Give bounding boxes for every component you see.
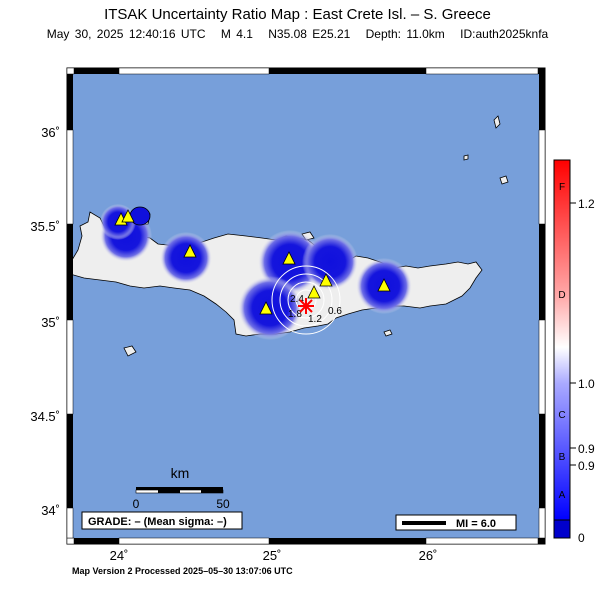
event-id: ID:auth2025knfa — [460, 27, 549, 41]
colorbar-value: 0.9 — [578, 442, 595, 456]
epicenter-star — [298, 298, 314, 314]
colorbar-value: 0.9 — [578, 459, 595, 473]
mi-line — [402, 521, 446, 525]
contour-label: 0.6 — [328, 306, 342, 317]
colorbar-letter: D — [558, 290, 565, 301]
contour-label: 1.8 — [288, 309, 302, 320]
event-coordinates: N35.08 E25.21 — [268, 27, 351, 41]
colorbar-letter: B — [559, 452, 566, 463]
gavdos-island — [123, 345, 137, 357]
mi-text: MI = 6.0 — [456, 518, 496, 530]
chrysi-island — [383, 329, 393, 337]
contour-rings — [271, 265, 341, 335]
map-title: ITSAK Uncertainty Ratio Map : East Crete… — [104, 6, 491, 23]
station-triangle — [319, 273, 333, 287]
kasos-island — [493, 115, 501, 129]
grade-text: GRADE: – (Mean sigma: –) — [88, 516, 227, 528]
scale-bar: km 0 50 — [133, 465, 230, 511]
colorbar-value: 0 — [578, 531, 585, 545]
lat-label: 35.5˚ — [30, 219, 60, 234]
land-layer: 2.4 1.8 1.2 0.6 — [69, 115, 509, 357]
station-triangle — [377, 278, 391, 292]
uncertainty-region — [160, 232, 212, 284]
colorbar-letter: A — [559, 490, 566, 501]
uncertainty-region — [238, 276, 302, 340]
station-triangle — [259, 301, 273, 315]
colorbar-value: 1.0 — [578, 377, 595, 391]
event-magnitude: M 4.1 — [220, 27, 253, 41]
colorbar-value: 1.2 — [578, 197, 595, 211]
station-triangle — [282, 251, 296, 265]
grade-box — [81, 511, 243, 530]
lon-label: 25˚ — [263, 548, 282, 563]
islet-1 — [499, 175, 509, 185]
colorbar-letter: F — [559, 182, 565, 193]
lat-label: 34.5˚ — [30, 409, 60, 424]
scale-unit: km — [171, 465, 190, 481]
colorbar-letter: C — [558, 410, 565, 421]
station-triangle — [183, 244, 197, 258]
event-datetime: May 30, 2025 12:40:16 UTC — [46, 27, 206, 41]
scale-end: 50 — [216, 497, 230, 511]
station-triangle — [307, 285, 321, 299]
event-info: May 30, 2025 12:40:16 UTC M 4.1 N35.08 E… — [0, 27, 595, 41]
mi-legend — [395, 514, 517, 531]
lat-label: 35˚ — [41, 315, 60, 330]
scale-start: 0 — [133, 497, 140, 511]
footer-note: Map Version 2 Processed 2025–05–30 13:07… — [72, 566, 293, 576]
lat-label: 34˚ — [41, 503, 60, 518]
contour-label: 1.2 — [308, 314, 322, 325]
lon-label: 26˚ — [419, 548, 438, 563]
lat-label: 36˚ — [41, 125, 60, 140]
event-depth: Depth: 11.0km — [365, 27, 445, 41]
station-triangle — [121, 209, 135, 223]
colorbar: F D C B A 1.2 1.0 0.9 0.9 0 — [553, 159, 595, 545]
islet-2 — [463, 154, 469, 161]
lon-label: 24˚ — [110, 548, 129, 563]
contour-label: 2.4 — [290, 294, 304, 305]
map-frame — [66, 67, 546, 545]
